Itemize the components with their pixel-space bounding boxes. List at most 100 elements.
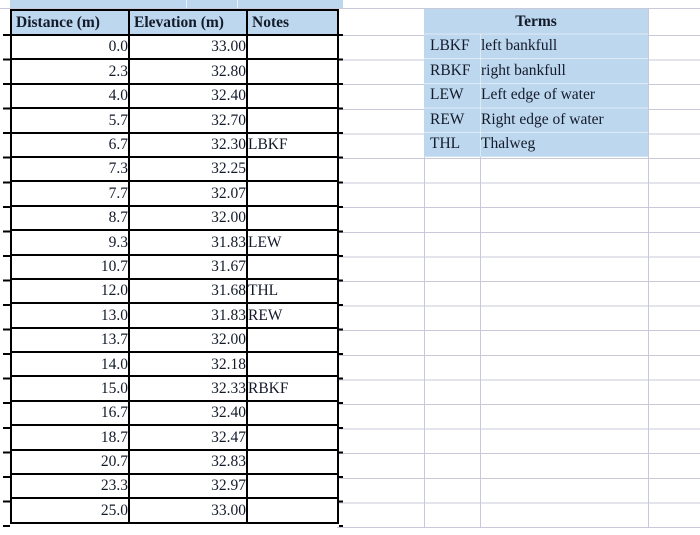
note-cell[interactable] bbox=[246, 58, 339, 85]
elevation-cell[interactable]: 32.70 bbox=[128, 107, 248, 134]
elevation-cell[interactable]: 32.25 bbox=[128, 155, 248, 183]
distance-cell[interactable]: 5.7 bbox=[10, 107, 130, 134]
notes-header-cell[interactable]: Notes bbox=[246, 9, 339, 36]
note-cell[interactable] bbox=[246, 155, 339, 183]
distance-cell[interactable]: 2.3 bbox=[10, 58, 130, 85]
table-row: 23.3 32.97 bbox=[10, 473, 339, 500]
table-row: 6.7 32.30 LBKF bbox=[10, 131, 339, 158]
term-abbr[interactable]: LEW bbox=[430, 86, 464, 104]
note-cell[interactable] bbox=[246, 424, 339, 451]
elevation-cell[interactable]: 32.47 bbox=[128, 424, 248, 451]
note-cell[interactable] bbox=[246, 473, 339, 500]
table-row: 7.7 32.07 bbox=[10, 180, 339, 207]
distance-cell[interactable]: 18.7 bbox=[10, 424, 130, 451]
elevation-cell[interactable]: 32.33 bbox=[128, 375, 248, 402]
note-cell[interactable]: THL bbox=[246, 277, 339, 305]
table-row: 13.7 32.00 bbox=[10, 326, 339, 354]
distance-cell[interactable]: 16.7 bbox=[10, 399, 130, 427]
note-cell[interactable] bbox=[246, 351, 339, 378]
distance-cell[interactable]: 9.3 bbox=[10, 229, 130, 256]
note-cell[interactable] bbox=[246, 180, 339, 207]
term-definition[interactable]: Left edge of water bbox=[481, 86, 596, 104]
distance-cell[interactable]: 12.0 bbox=[10, 277, 130, 305]
elevation-cell[interactable]: 32.40 bbox=[128, 399, 248, 427]
distance-cell[interactable]: 15.0 bbox=[10, 375, 130, 402]
cropped-top-row bbox=[10, 0, 343, 8]
term-abbr[interactable]: RBKF bbox=[430, 61, 471, 79]
term-abbr[interactable]: REW bbox=[430, 110, 465, 128]
table-row: 14.0 32.18 bbox=[10, 351, 339, 378]
elevation-cell[interactable]: 32.18 bbox=[128, 351, 248, 378]
note-cell[interactable] bbox=[246, 326, 339, 354]
elevation-header-cell[interactable]: Elevation (m) bbox=[128, 9, 248, 36]
term-definition[interactable]: Right edge of water bbox=[481, 110, 604, 128]
note-cell[interactable] bbox=[246, 497, 339, 524]
distance-cell[interactable]: 0.0 bbox=[10, 33, 130, 61]
gridline bbox=[237, 0, 238, 8]
term-row: LEW Left edge of water bbox=[424, 83, 648, 108]
note-cell[interactable]: LBKF bbox=[246, 131, 339, 158]
distance-cell[interactable]: 20.7 bbox=[10, 448, 130, 476]
table-row: 13.0 31.83 REW bbox=[10, 302, 339, 329]
terms-column-separator bbox=[480, 34, 481, 156]
note-cell[interactable]: REW bbox=[246, 302, 339, 329]
note-cell[interactable] bbox=[246, 33, 339, 61]
table-row: 25.0 33.00 bbox=[10, 497, 339, 524]
elevation-cell[interactable]: 31.83 bbox=[128, 302, 248, 329]
table-row: 15.0 32.33 RBKF bbox=[10, 375, 339, 402]
elevation-cell[interactable]: 31.67 bbox=[128, 253, 248, 280]
distance-cell[interactable]: 25.0 bbox=[10, 497, 130, 524]
header-row: Distance (m) Elevation (m) Notes bbox=[10, 9, 339, 36]
note-cell[interactable]: LEW bbox=[246, 229, 339, 256]
term-row: LBKF left bankfull bbox=[424, 34, 648, 59]
elevation-cell[interactable]: 32.30 bbox=[128, 131, 248, 158]
elevation-cell[interactable]: 31.83 bbox=[128, 229, 248, 256]
term-row: RBKF right bankfull bbox=[424, 59, 648, 84]
table-row: 4.0 32.40 bbox=[10, 82, 339, 110]
table-row: 8.7 32.00 bbox=[10, 204, 339, 232]
distance-cell[interactable]: 23.3 bbox=[10, 473, 130, 500]
note-cell[interactable] bbox=[246, 253, 339, 280]
row-border-stubs-right bbox=[339, 34, 343, 528]
term-row: THL Thalweg bbox=[424, 132, 648, 157]
distance-cell[interactable]: 10.7 bbox=[10, 253, 130, 280]
table-row: 20.7 32.83 bbox=[10, 448, 339, 476]
distance-cell[interactable]: 14.0 bbox=[10, 351, 130, 378]
note-cell[interactable]: RBKF bbox=[246, 375, 339, 402]
table-row: 2.3 32.80 bbox=[10, 58, 339, 85]
note-cell[interactable] bbox=[246, 448, 339, 476]
term-definition[interactable]: Thalweg bbox=[481, 135, 536, 153]
table-row: 10.7 31.67 bbox=[10, 253, 339, 280]
term-row: REW Right edge of water bbox=[424, 108, 648, 133]
distance-cell[interactable]: 4.0 bbox=[10, 82, 130, 110]
term-definition[interactable]: right bankfull bbox=[481, 61, 566, 79]
elevation-cell[interactable]: 31.68 bbox=[128, 277, 248, 305]
distance-cell[interactable]: 13.7 bbox=[10, 326, 130, 354]
elevation-cell[interactable]: 32.00 bbox=[128, 326, 248, 354]
terms-title[interactable]: Terms bbox=[515, 13, 557, 30]
distance-cell[interactable]: 8.7 bbox=[10, 204, 130, 232]
distance-header-cell[interactable]: Distance (m) bbox=[10, 9, 130, 36]
elevation-cell[interactable]: 33.00 bbox=[128, 33, 248, 61]
elevation-cell[interactable]: 32.07 bbox=[128, 180, 248, 207]
note-cell[interactable] bbox=[246, 399, 339, 427]
term-abbr[interactable]: LBKF bbox=[430, 37, 470, 54]
elevation-cell[interactable]: 32.83 bbox=[128, 448, 248, 476]
note-cell[interactable] bbox=[246, 82, 339, 110]
distance-cell[interactable]: 13.0 bbox=[10, 302, 130, 329]
elevation-cell[interactable]: 32.97 bbox=[128, 473, 248, 500]
gridline bbox=[0, 8, 700, 9]
elevation-cell[interactable]: 33.00 bbox=[128, 497, 248, 524]
distance-cell[interactable]: 7.7 bbox=[10, 180, 130, 207]
note-cell[interactable] bbox=[246, 204, 339, 232]
elevation-cell[interactable]: 32.80 bbox=[128, 58, 248, 85]
term-definition[interactable]: left bankfull bbox=[481, 37, 558, 54]
elevation-cell[interactable]: 32.00 bbox=[128, 204, 248, 232]
cross-section-table: Distance (m) Elevation (m) Notes 0.0 33.0… bbox=[10, 9, 339, 524]
elevation-cell[interactable]: 32.40 bbox=[128, 82, 248, 110]
term-abbr[interactable]: THL bbox=[430, 135, 461, 153]
distance-cell[interactable]: 7.3 bbox=[10, 155, 130, 183]
note-cell[interactable] bbox=[246, 107, 339, 134]
distance-cell[interactable]: 6.7 bbox=[10, 131, 130, 158]
